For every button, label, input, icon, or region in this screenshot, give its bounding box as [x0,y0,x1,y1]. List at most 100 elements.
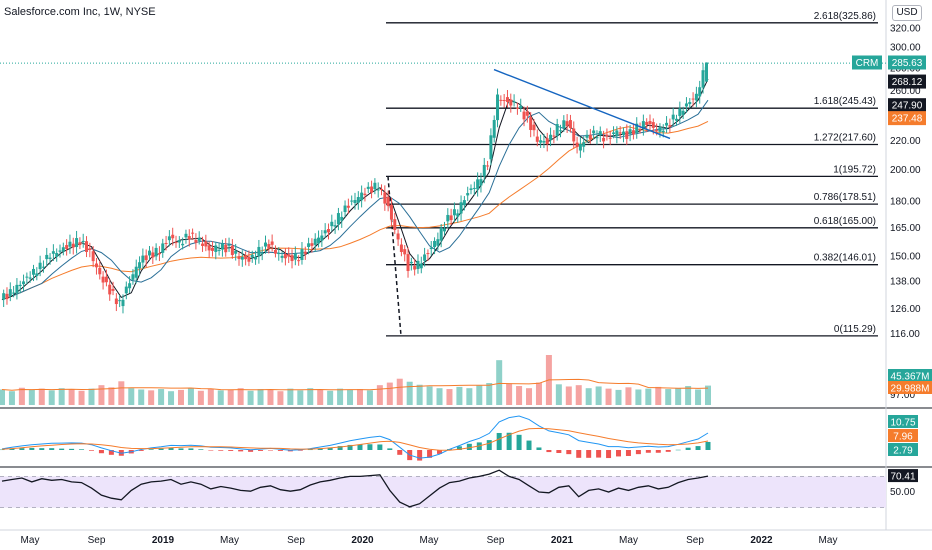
currency-button[interactable]: USD [892,5,922,21]
volume-bar [665,389,672,405]
candle-body [257,246,261,257]
candle-body [529,117,533,130]
candle-body [376,189,380,191]
macd-histogram-bar [616,450,622,457]
candle-body [287,254,291,257]
volume-bar [148,390,155,405]
macd-line [1,415,709,459]
macd-histogram-bar [556,450,562,453]
candle-body [688,102,692,105]
volume-bar [625,387,632,405]
candle-body [383,192,387,204]
volume-bar [247,390,254,405]
macd-badge-label: 10.75 [890,418,915,429]
candle-body [41,266,45,268]
candle-body [55,252,59,257]
candle-body [373,182,377,190]
candle-body [297,260,301,262]
candle-body [539,140,543,143]
macd-histogram-bar [645,450,651,453]
candle-body [300,249,304,261]
price-badge [888,98,926,113]
candle-body [615,130,619,137]
macd-histogram-bar [566,450,572,455]
candle-body [360,192,364,201]
volume-bar [28,389,35,405]
symbol-badge-label: CRM [856,58,879,69]
candle-body [472,187,476,189]
candle-body [439,227,443,241]
fib-level-label: 2.618(325.86) [814,11,876,22]
candle-body [346,205,350,208]
volume-bar [0,389,5,405]
volume-bar [386,382,393,405]
volume-badge [888,381,932,394]
candle-body [618,132,622,134]
candle-body [75,238,79,248]
candle-body [320,235,324,241]
x-tick-label: May [220,535,239,546]
candle-body [595,137,599,139]
candle-body [403,249,407,255]
candle-body [330,221,334,227]
candle-body [356,197,360,203]
candle-body [545,138,549,145]
candle-body [293,253,297,260]
candle-body [184,233,188,238]
volume-bar [516,386,523,405]
x-tick-label: Sep [487,535,505,546]
macd-histogram-bar [665,450,671,452]
candle-body [8,289,12,296]
macd-histogram-bar [148,449,154,450]
candle-body [535,136,539,142]
candle-body [559,130,563,132]
macd-histogram-bar [387,448,393,450]
candle-body [81,240,85,243]
candle-body [661,130,665,133]
candle-body [131,274,135,280]
candle-body [694,93,698,101]
candle-body [638,129,642,131]
macd-histogram-bar [536,447,542,450]
volume-bar [257,389,264,405]
candle-body [419,263,423,269]
candle-body [118,300,122,302]
volume-bar [446,389,453,405]
macd-histogram-bar [277,450,283,451]
candle-body [452,209,456,216]
candle-body [486,165,490,167]
candle-body [18,284,22,287]
volume-bar [436,388,443,405]
candle-body [575,142,579,147]
macd-histogram-bar [248,450,254,452]
candle-body [409,261,413,264]
candle-body [542,141,546,143]
macd-histogram-bar [297,450,303,451]
volume-bar [128,388,135,405]
y-tick-label: 150.00 [890,252,921,263]
candle-body [399,244,403,253]
volume-bar [476,385,483,405]
candle-body [608,137,612,139]
volume-bar [705,385,711,405]
candle-body [671,114,675,120]
candle-body [237,256,241,259]
candle-body [393,219,397,231]
macd-histogram-bar [29,447,35,450]
candle-body [15,284,19,294]
candle-body [602,137,606,142]
candle-body [25,276,29,278]
volume-bar [337,388,344,405]
candle-body [98,267,102,275]
candle-body [2,293,6,300]
candle-body [499,99,503,101]
price-badge [888,74,926,89]
macd-histogram-bar [367,444,373,450]
x-tick-label: Sep [287,535,305,546]
candle-body [568,120,572,128]
macd-histogram-bar [456,446,462,450]
candle-body [35,273,39,276]
candle-body [45,254,49,260]
x-tick-label: 2019 [152,535,175,546]
